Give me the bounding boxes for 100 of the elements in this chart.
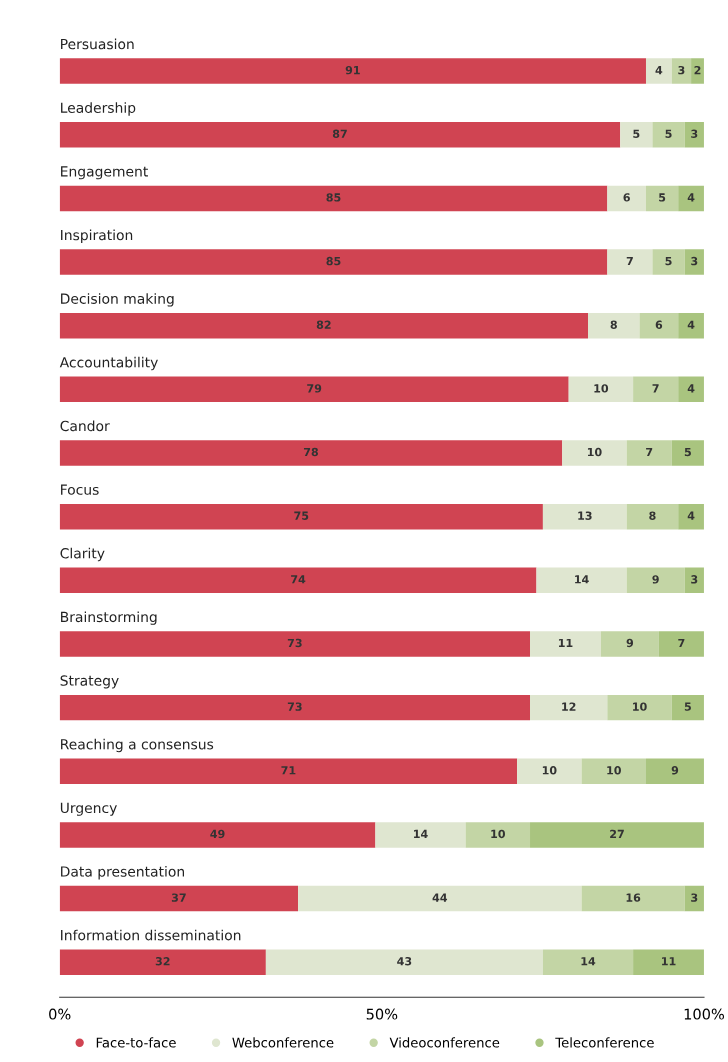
- bar: [536, 567, 627, 594]
- data-label: 3: [691, 575, 698, 584]
- data-label: 4: [687, 511, 695, 520]
- data-label: 49: [210, 829, 225, 839]
- data-label: 13: [578, 511, 592, 520]
- data-label: 6: [655, 320, 663, 329]
- bar: [633, 949, 704, 975]
- bar: [542, 503, 627, 530]
- data-label: 10: [607, 766, 621, 775]
- data-label: 43: [397, 957, 412, 966]
- data-label: 11: [558, 638, 573, 648]
- bar: [59, 567, 537, 594]
- bar: [607, 249, 653, 275]
- data-label: 37: [171, 893, 186, 902]
- data-label: 78: [303, 447, 319, 457]
- data-label: 7: [678, 638, 685, 648]
- data-label: 87: [332, 129, 347, 138]
- bar: [678, 185, 704, 212]
- y-tick-label: Focus: [61, 484, 99, 495]
- bar: [530, 694, 608, 721]
- data-label: 4: [687, 193, 695, 202]
- y-tick-label: Brainstorming: [61, 611, 157, 625]
- data-label: 5: [633, 129, 640, 138]
- y-tick-label: Strategy: [60, 675, 119, 689]
- y-tick-label: Urgency: [60, 802, 117, 816]
- data-label: 5: [665, 257, 672, 266]
- bar: [607, 694, 672, 721]
- bar: [59, 312, 589, 339]
- bar: [645, 758, 704, 784]
- data-label: 14: [575, 575, 589, 584]
- bar: [678, 376, 704, 403]
- y-tick-label: Information dissemination: [61, 929, 241, 941]
- data-label: 27: [610, 829, 624, 838]
- bar: [671, 694, 704, 721]
- y-tick-label: Candor: [60, 420, 110, 432]
- bar: [59, 885, 299, 912]
- bar: [607, 185, 646, 212]
- data-label: 8: [649, 511, 656, 520]
- bar: [581, 758, 646, 784]
- bar: [581, 885, 685, 912]
- y-tick-label: Accountability: [59, 356, 158, 371]
- bar: [298, 885, 582, 912]
- data-label: 3: [678, 65, 685, 75]
- data-label: 44: [432, 893, 448, 902]
- data-label: 12: [562, 702, 576, 711]
- bar: [620, 122, 653, 148]
- data-label: 3: [691, 129, 698, 138]
- bar: [59, 503, 543, 530]
- y-tick-label: Engagement: [61, 166, 148, 180]
- data-label: 73: [287, 702, 302, 711]
- bar: [684, 249, 704, 275]
- bar: [59, 58, 646, 84]
- y-tick-label: Data presentation: [61, 866, 184, 880]
- bar: [639, 312, 679, 339]
- data-label: 10: [587, 447, 602, 457]
- bar: [59, 758, 518, 784]
- bar: [626, 440, 672, 466]
- bar: [375, 822, 466, 848]
- data-label: 85: [326, 193, 341, 202]
- x-tick-label: 100%: [684, 1008, 725, 1020]
- data-label: 3: [691, 893, 698, 902]
- data-label: 11: [662, 957, 676, 966]
- data-label: 4: [687, 384, 695, 393]
- bar: [626, 503, 679, 530]
- bar: [517, 758, 582, 784]
- bar: [678, 503, 704, 530]
- data-label: 9: [652, 575, 659, 584]
- y-tick-label: Decision making: [61, 293, 174, 307]
- x-tick-label: 50%: [366, 1008, 398, 1020]
- bar: [59, 376, 569, 403]
- data-label: 5: [684, 702, 691, 711]
- data-label: 10: [633, 702, 647, 711]
- legend-label: Face-to-face: [96, 1037, 176, 1048]
- data-label: 4: [655, 66, 663, 75]
- data-label: 75: [294, 511, 309, 520]
- data-label: 10: [542, 766, 557, 775]
- data-label: 7: [626, 257, 633, 266]
- bar: [568, 376, 634, 403]
- y-tick-label: Clarity: [60, 547, 105, 562]
- data-label: 10: [491, 829, 506, 839]
- bar: [600, 631, 659, 657]
- bar: [59, 122, 621, 148]
- bar: [658, 631, 704, 657]
- bar: [633, 376, 679, 403]
- data-label: 3: [691, 256, 698, 266]
- data-label: 5: [684, 447, 691, 457]
- bar: [265, 949, 543, 975]
- bar: [588, 312, 640, 339]
- data-label: 9: [626, 638, 634, 648]
- bar: [678, 312, 704, 339]
- y-tick-label: Reaching a consensus: [61, 738, 214, 753]
- bar: [465, 822, 531, 848]
- bar: [562, 440, 627, 466]
- bar: [59, 631, 531, 657]
- data-label: 14: [414, 829, 428, 838]
- data-label: 6: [623, 193, 630, 202]
- y-tick-label: Inspiration: [61, 229, 133, 243]
- data-label: 73: [287, 638, 302, 648]
- data-label: 7: [652, 384, 659, 393]
- data-label: 16: [626, 893, 641, 902]
